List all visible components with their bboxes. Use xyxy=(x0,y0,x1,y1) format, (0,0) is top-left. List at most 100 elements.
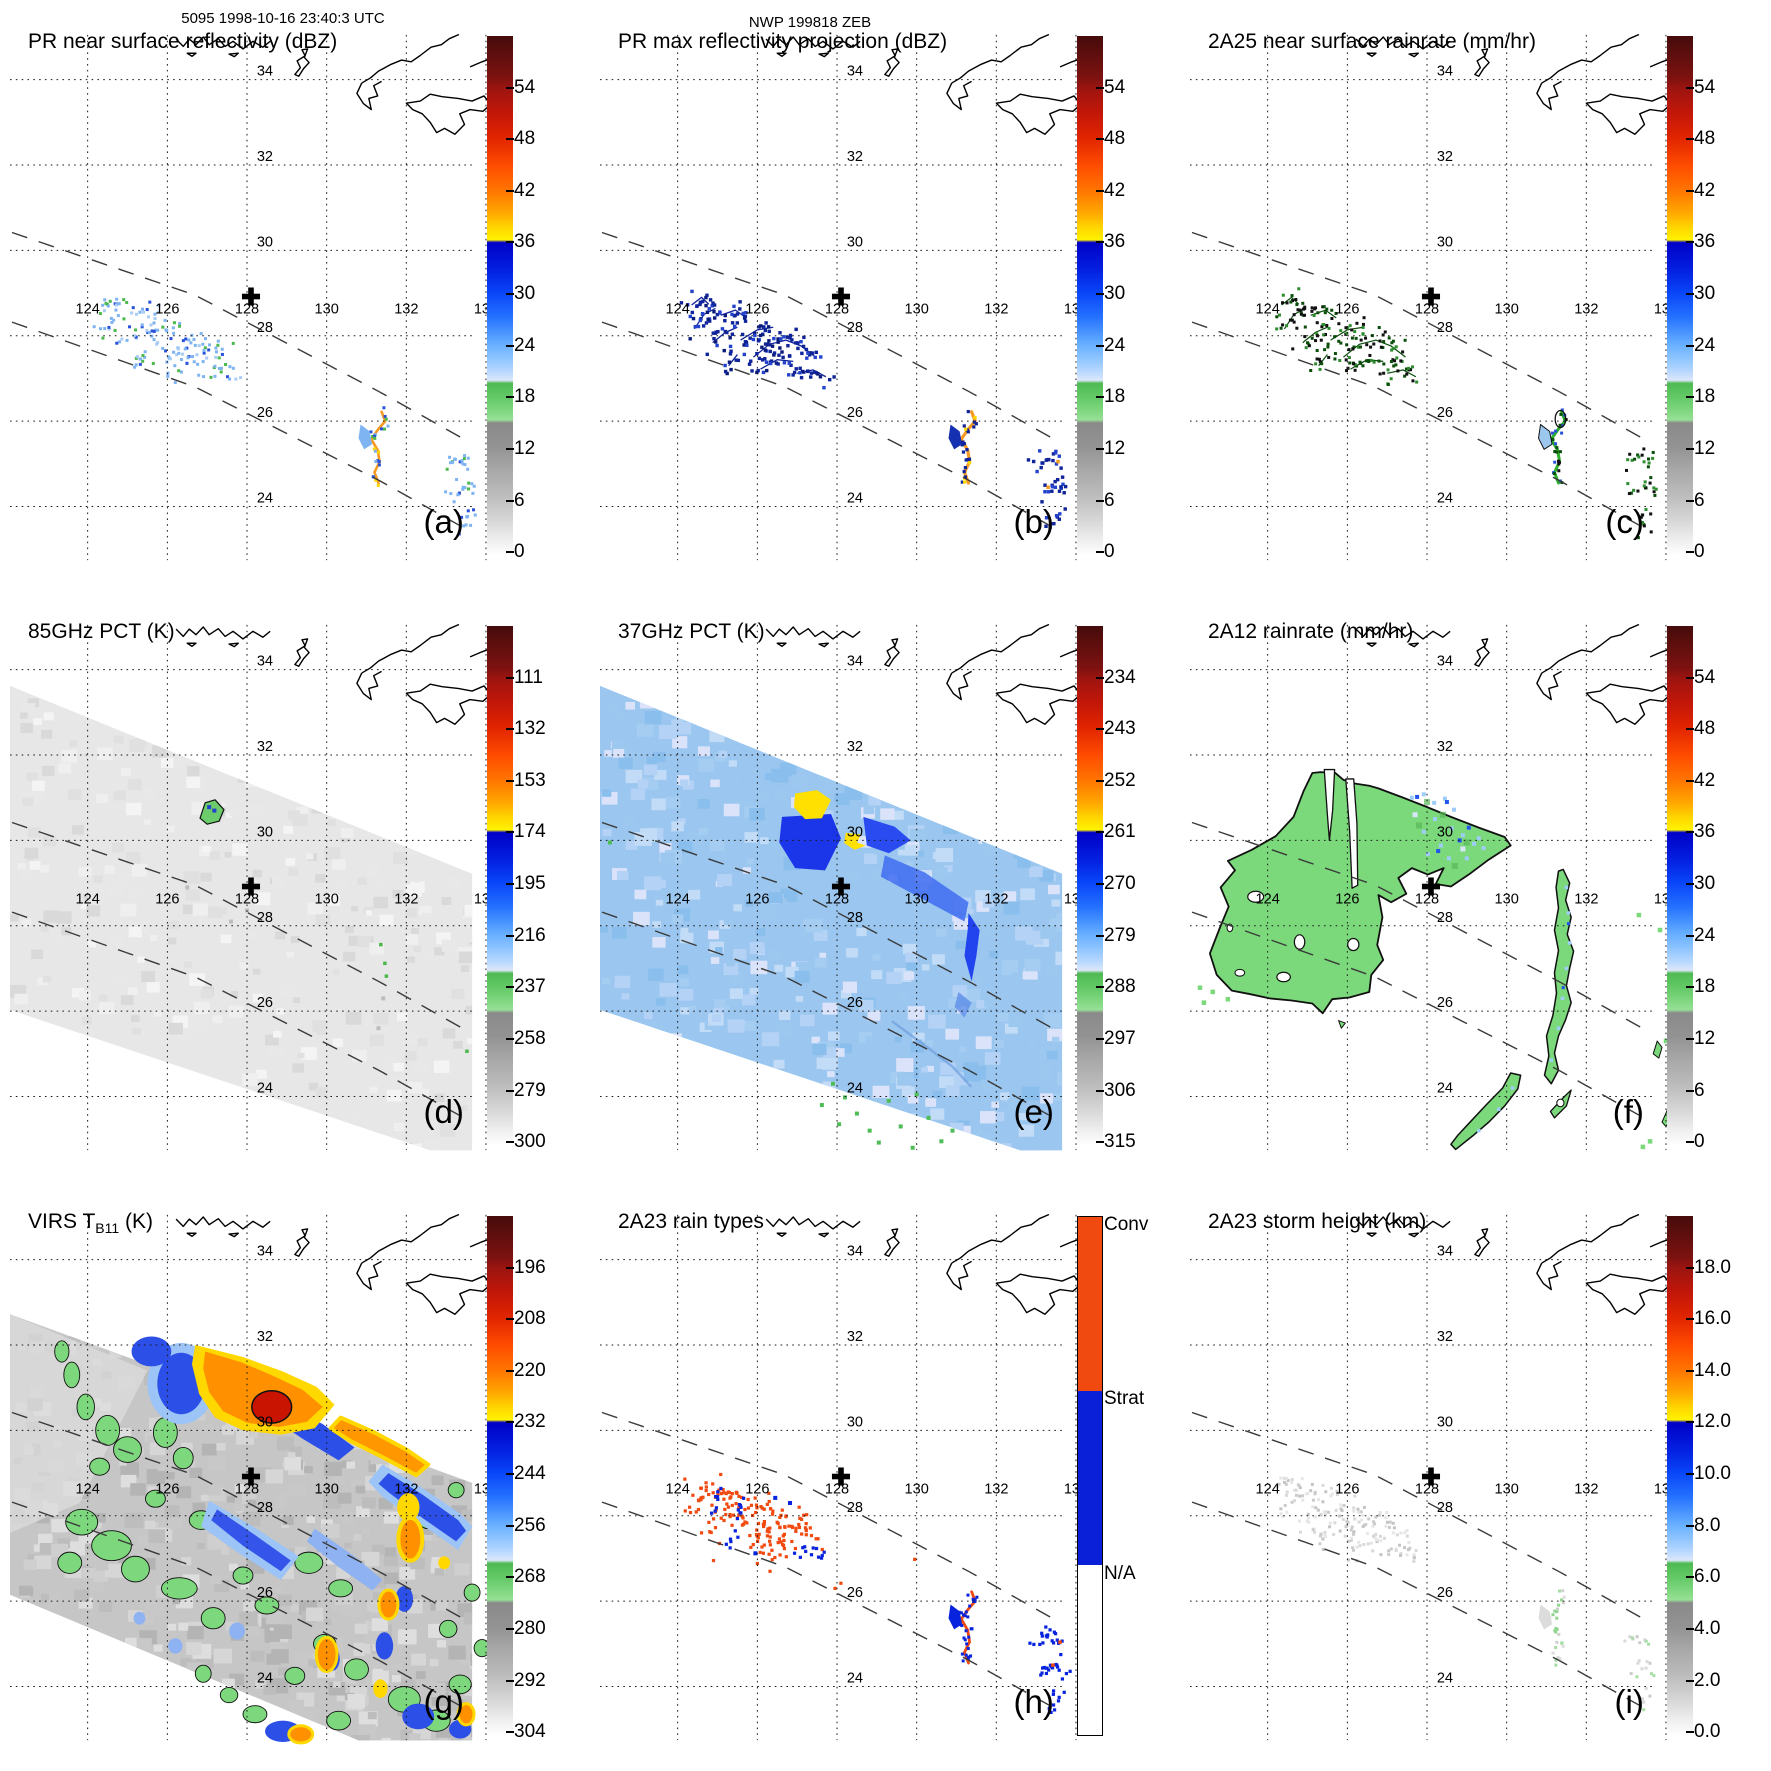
storm-center-cross xyxy=(241,1467,261,1486)
svg-text:126: 126 xyxy=(1335,302,1359,318)
cbar-label: 174 xyxy=(514,821,546,843)
svg-text:30: 30 xyxy=(1437,1414,1453,1430)
svg-text:126: 126 xyxy=(745,892,769,908)
storm-center-cross xyxy=(831,877,851,896)
svg-text:132: 132 xyxy=(984,1482,1008,1498)
panel-b: PR max reflectivity projection (dBZ) 124 1… xyxy=(590,0,1180,590)
cbar-label: 36 xyxy=(1694,231,1716,253)
cbar-tick xyxy=(506,1679,514,1682)
svg-text:34: 34 xyxy=(257,64,273,80)
svg-text:126: 126 xyxy=(745,1482,769,1498)
cbar-tick xyxy=(506,677,514,679)
svg-text:132: 132 xyxy=(1574,892,1598,908)
cbar-tick xyxy=(1096,1037,1104,1040)
cbar-tick xyxy=(506,293,514,296)
cbar-label: 261 xyxy=(1104,821,1136,843)
cbar-label: 279 xyxy=(514,1079,546,1101)
cbar-label: 232 xyxy=(514,1411,546,1433)
svg-text:32: 32 xyxy=(257,739,273,755)
cbar-label: 6 xyxy=(1104,489,1115,511)
cbar-label: 196 xyxy=(514,1257,546,1278)
panel-b-title: PR max reflectivity projection (dBZ) xyxy=(618,30,948,53)
cbar-tick xyxy=(1686,344,1694,347)
cbar-tick xyxy=(1686,138,1694,141)
svg-text:30: 30 xyxy=(1437,824,1453,840)
cbar-label: 195 xyxy=(514,873,546,895)
cbar-tick xyxy=(506,87,514,89)
svg-text:128: 128 xyxy=(1415,892,1439,908)
cbar-label: 54 xyxy=(1104,77,1126,98)
swath-edge-lines xyxy=(11,821,471,1122)
cbar-tick xyxy=(1686,1731,1694,1734)
cbar-label: 12 xyxy=(514,437,536,459)
svg-text:26: 26 xyxy=(847,1585,863,1601)
cbar-tick xyxy=(506,189,514,192)
cbar-tick xyxy=(1686,1369,1694,1372)
cbar-label: Conv xyxy=(1104,1214,1149,1235)
colorbar-a xyxy=(487,36,513,556)
cbar-tick xyxy=(1686,1141,1694,1144)
svg-text:26: 26 xyxy=(1437,405,1453,421)
cbar-label: 18 xyxy=(514,386,536,408)
svg-text:124: 124 xyxy=(1256,1482,1280,1498)
svg-text:34: 34 xyxy=(1437,654,1453,670)
cbar-label: 280 xyxy=(514,1617,546,1639)
panel-g-title: VIRS TB11 (K) xyxy=(28,1210,153,1236)
svg-text:126: 126 xyxy=(1335,1482,1359,1498)
cbar-label: 24 xyxy=(514,334,536,356)
cbar-label: 256 xyxy=(514,1514,546,1536)
cbar-tick xyxy=(506,1731,514,1734)
cbar-label: 216 xyxy=(514,924,546,946)
cbar-tick xyxy=(1686,1037,1694,1040)
cbar-label: 6 xyxy=(1694,489,1705,511)
coastline xyxy=(175,1213,507,1315)
panel-e: 37GHz PCT (K) 124 126 128 130 132 134 24 26 28 30 3… xyxy=(590,590,1180,1180)
cbar-label: 30 xyxy=(1694,873,1716,895)
panel-letter-g: (g) xyxy=(423,1684,463,1721)
cbar-label: 12 xyxy=(1694,437,1716,459)
cbar-label: N/A xyxy=(1104,1563,1136,1585)
swath-edge-lines xyxy=(1191,231,1651,532)
svg-text:24: 24 xyxy=(1437,1671,1453,1687)
cbar-tick xyxy=(1686,189,1694,192)
cbar-tick xyxy=(506,779,514,782)
cbar-tick xyxy=(506,499,514,502)
panel-i: 2A23 storm height (km) 124 126 128 130 132 134… xyxy=(1180,1180,1770,1770)
cbar-label: 48 xyxy=(1694,718,1716,740)
cbar-tick xyxy=(1096,447,1104,450)
cbar-label: 48 xyxy=(1104,128,1126,150)
cbar-tick xyxy=(1686,934,1694,937)
panel-c: 2A25 near surface rainrate (mm/hr) 124 126… xyxy=(1180,0,1770,590)
colorbar-b xyxy=(1077,36,1103,556)
svg-text:34: 34 xyxy=(847,1244,863,1260)
cbar-tick xyxy=(1686,1524,1694,1527)
panel-f-title: 2A12 rainrate (mm/hr) xyxy=(1208,620,1414,643)
cbar-tick xyxy=(1096,677,1104,679)
svg-text:24: 24 xyxy=(847,1671,863,1687)
cbar-label: 24 xyxy=(1694,334,1716,356)
cbar-tick xyxy=(1096,551,1104,554)
cbar-tick xyxy=(1096,779,1104,782)
colorbar-d xyxy=(487,626,513,1146)
svg-text:130: 130 xyxy=(905,892,929,908)
cbar-tick xyxy=(1096,189,1104,192)
colorbar-g xyxy=(487,1216,513,1736)
cbar-label: 54 xyxy=(514,77,536,98)
cbar-label: 42 xyxy=(1694,769,1716,791)
cbar-label: 6 xyxy=(1694,1079,1705,1101)
svg-text:24: 24 xyxy=(257,1081,273,1097)
cbar-tick xyxy=(1096,1141,1104,1144)
cbar-tick xyxy=(1686,1576,1694,1579)
panel-a-title: PR near surface reflectivity (dBZ) xyxy=(28,30,338,53)
svg-text:128: 128 xyxy=(825,1482,849,1498)
svg-text:32: 32 xyxy=(847,739,863,755)
storm-center-cross xyxy=(241,287,261,306)
cbar-tick xyxy=(1096,293,1104,296)
data-layers xyxy=(1197,768,1673,1151)
svg-text:126: 126 xyxy=(745,302,769,318)
cbar-label: 48 xyxy=(514,128,536,150)
svg-text:24: 24 xyxy=(257,491,273,507)
